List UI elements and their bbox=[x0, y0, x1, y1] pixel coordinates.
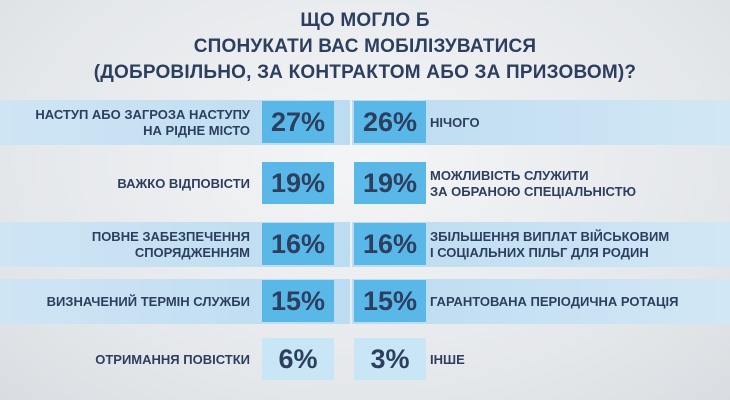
left-label-line: НА РІДНЕ МІСТО bbox=[143, 122, 250, 138]
chart-title: ЩО МОГЛО Б СПОНУКАТИ ВАС МОБІЛІЗУВАТИСЯ … bbox=[0, 8, 730, 86]
right-label-line: ГАРАНТОВАНА ПЕРІОДИЧНА РОТАЦІЯ bbox=[430, 293, 679, 309]
right-value-0: 26% bbox=[354, 101, 426, 143]
left-label-4: ОТРИМАННЯ ПОВІСТКИ bbox=[95, 352, 250, 368]
right-label-line: ІНШЕ bbox=[430, 351, 465, 367]
left-label-line: ВИЗНАЧЕНИЙ ТЕРМІН СЛУЖБИ bbox=[46, 293, 250, 309]
right-label-line: ЗА ОБРАНОЮ СПЕЦІАЛЬНІСТЮ bbox=[430, 183, 636, 199]
left-label-3: ВИЗНАЧЕНИЙ ТЕРМІН СЛУЖБИ bbox=[47, 294, 250, 310]
left-value-0: 27% bbox=[262, 101, 334, 143]
right-value-3: 15% bbox=[354, 280, 426, 322]
right-label-line: МОЖЛИВІСТЬ СЛУЖИТИ bbox=[430, 167, 589, 183]
left-value-1: 19% bbox=[262, 162, 334, 204]
right-label-0: НІЧОГО bbox=[430, 115, 480, 131]
right-value-4: 3% bbox=[354, 338, 426, 380]
title-line-2: СПОНУКАТИ ВАС МОБІЛІЗУВАТИСЯ bbox=[193, 36, 537, 57]
left-label-line: ОТРИМАННЯ ПОВІСТКИ bbox=[95, 351, 250, 367]
left-label-2: ПОВНЕ ЗАБЕЗПЕЧЕННЯ СПОРЯДЖЕННЯМ bbox=[92, 229, 250, 261]
right-value-1: 19% bbox=[354, 162, 426, 204]
right-label-4: ІНШЕ bbox=[430, 352, 465, 368]
right-label-1: МОЖЛИВІСТЬ СЛУЖИТИ ЗА ОБРАНОЮ СПЕЦІАЛЬНІС… bbox=[430, 168, 636, 200]
title-line-1: ЩО МОГЛО Б bbox=[300, 10, 430, 31]
right-label-2: ЗБІЛЬШЕННЯ ВИПЛАТ ВІЙСЬКОВИМ І СОЦІАЛЬНИХ… bbox=[430, 229, 669, 261]
right-label-3: ГАРАНТОВАНА ПЕРІОДИЧНА РОТАЦІЯ bbox=[430, 294, 678, 310]
left-label-1: ВАЖКО ВІДПОВІСТИ bbox=[117, 176, 250, 192]
left-label-line: ПОВНЕ ЗАБЕЗПЕЧЕННЯ bbox=[91, 228, 250, 244]
left-value-4: 6% bbox=[262, 338, 334, 380]
left-value-3: 15% bbox=[262, 280, 334, 322]
left-value-2: 16% bbox=[262, 223, 334, 265]
right-label-line: ЗБІЛЬШЕННЯ ВИПЛАТ ВІЙСЬКОВИМ bbox=[430, 228, 670, 244]
title-line-3: (ДОБРОВІЛЬНО, ЗА КОНТРАКТОМ АБО ЗА ПРИЗО… bbox=[93, 62, 637, 83]
left-label-line: НАСТУП АБО ЗАГРОЗА НАСТУПУ bbox=[35, 106, 250, 122]
right-value-2: 16% bbox=[354, 223, 426, 265]
left-label-line: СПОРЯДЖЕННЯМ bbox=[134, 244, 250, 260]
right-label-line: НІЧОГО bbox=[430, 114, 480, 130]
right-label-line: І СОЦІАЛЬНИХ ПІЛЬГ ДЛЯ РОДИН bbox=[430, 244, 649, 260]
left-label-0: НАСТУП АБО ЗАГРОЗА НАСТУПУ НА РІДНЕ МІСТО bbox=[35, 107, 250, 139]
left-label-line: ВАЖКО ВІДПОВІСТИ bbox=[117, 175, 250, 191]
